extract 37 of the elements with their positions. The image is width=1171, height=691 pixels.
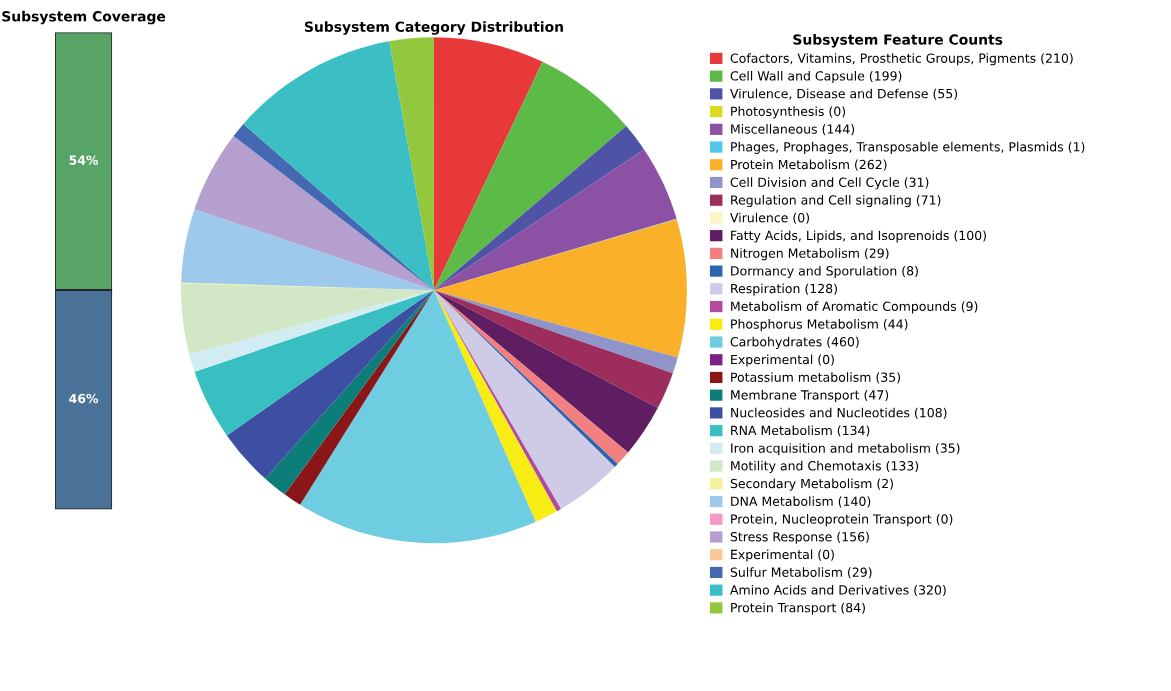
legend-label: Respiration (128) [731,283,837,296]
legend-label: Stress Response (156) [730,531,869,544]
legend-label: Cell Wall and Capsule (199) [730,70,902,84]
legend-label: Iron acquisition and metabolism (35) [731,443,960,456]
legend-label: Sulfur Metabolism (29) [730,567,872,579]
legend-label: Virulence, Disease and Defense (55) [730,88,958,100]
legend-label: Membrane Transport (47) [731,389,889,403]
chart-title: Subsystem Coverage [2,10,166,25]
legend-label: Fatty Acids, Lipids, and Isoprenoids (100) [731,230,986,243]
legend-label: Photosynthesis (0) [731,106,846,119]
legend-label: Protein Metabolism (262) [731,159,887,171]
legend-label: Secondary Metabolism (2) [730,478,893,491]
legend-label: Nucleosides and Nucleotides (108) [731,407,947,419]
legend-label: Motility and Chemotaxis (133) [731,460,919,473]
chart-title: Subsystem Category Distribution [304,21,563,35]
legend-label: Amino Acids and Derivatives (320) [730,584,946,597]
legend-label: Cell Division and Cell Cycle (31) [730,177,929,190]
data-label: 46% [69,393,99,404]
legend-label: Carbohydrates (460) [730,336,859,349]
legend-label: Potassium metabolism (35) [731,372,901,384]
legend-label: Dormancy and Sporulation (8) [731,265,918,278]
legend-label: RNA Metabolism (134) [731,425,870,437]
legend-label: Protein, Nucleoprotein Transport (0) [731,514,953,527]
legend-label: Nitrogen Metabolism (29) [731,248,889,261]
legend-title: Subsystem Feature Counts [793,34,1003,48]
legend-label: Phosphorus Metabolism (44) [731,319,908,332]
legend-label: Miscellaneous (144) [731,124,855,136]
legend-label: Experimental (0) [731,354,834,367]
legend-label: Experimental (0) [731,549,834,562]
legend-label: Protein Transport (84) [731,602,865,615]
data-label: 54% [69,155,99,165]
legend-label: DNA Metabolism (140) [731,496,871,508]
legend-label: Cofactors, Vitamins, Prosthetic Groups, Pigments (210) [730,53,1073,66]
legend-label: Virulence (0) [730,212,809,224]
legend-label: Regulation and Cell signaling (71) [731,195,941,208]
legend-label: Phages, Prophages, Transposable elements, Plasmids (1) [731,141,1085,154]
legend-label: Metabolism of Aromatic Compounds (9) [731,301,978,314]
